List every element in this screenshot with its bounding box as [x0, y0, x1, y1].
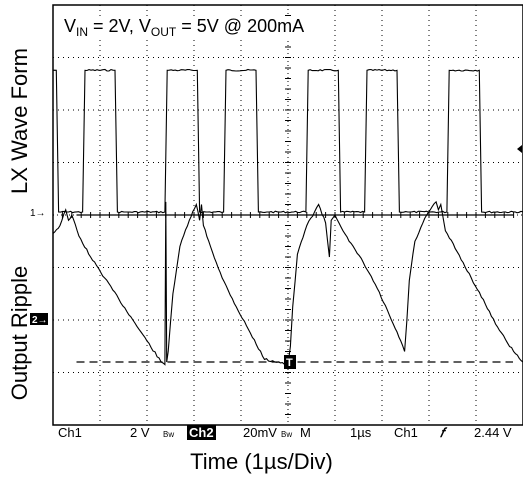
- ch2-ground-marker: 2→: [32, 315, 48, 326]
- status-trig-src: Ch1: [394, 425, 418, 440]
- trigger-marker: T: [286, 357, 293, 369]
- status-ch1-scale: 2 V: [130, 425, 150, 440]
- lower-panel-label: Output Ripple: [7, 265, 32, 401]
- title-vin-value: = 2V,: [88, 16, 139, 36]
- status-bw1: Bw: [163, 430, 175, 439]
- title-vin-label: V: [64, 16, 77, 36]
- status-time-div: 1µs: [350, 425, 372, 440]
- chart-title: VIN = 2V, VOUT = 5V @ 200mA: [64, 16, 305, 39]
- status-bw2: Bw: [281, 430, 293, 439]
- channel-markers: 1→ 2→ T: [30, 145, 522, 369]
- status-ch2: Ch2: [187, 425, 216, 440]
- trigger-marker-box: [284, 355, 296, 369]
- status-ch1: Ch1: [58, 425, 82, 440]
- upper-panel-label: LX Wave Form: [7, 48, 32, 194]
- title-vout-sub: OUT: [150, 25, 177, 39]
- reference-lines: [76, 214, 513, 363]
- trace-ch2-ripple: [52, 200, 523, 366]
- title-vout-label: V: [138, 16, 151, 36]
- trace-ch1-lx: [52, 68, 523, 214]
- status-trig-level: 2.44 V: [474, 425, 512, 440]
- status-ch2-scale: 20mV: [243, 425, 277, 440]
- trigger-level-arrow: [517, 145, 522, 153]
- title-vout-value: = 5V @ 200mA: [176, 16, 305, 36]
- x-axis-label: Time (1µs/Div): [190, 449, 333, 474]
- status-trig-slope: 𝑓: [440, 425, 445, 440]
- ch2-ground-marker-box: [30, 313, 48, 325]
- title-vin-sub: IN: [76, 25, 89, 39]
- status-m: M: [300, 425, 311, 440]
- ch1-ground-marker: 1→: [30, 208, 46, 219]
